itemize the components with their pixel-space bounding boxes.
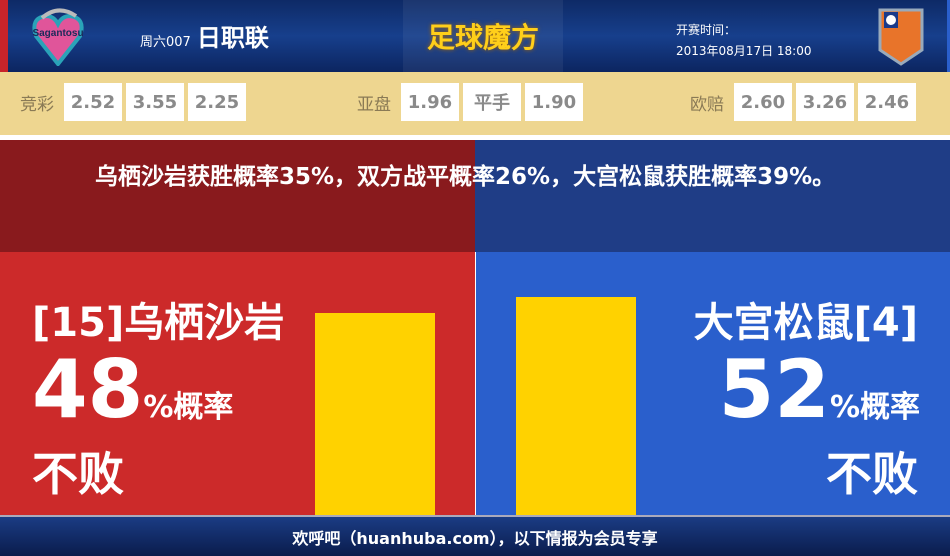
odds-value: 3.55 — [126, 83, 184, 121]
home-percent: 48 %概率 — [32, 345, 233, 435]
away-probability-bar — [516, 296, 636, 515]
odds-value: 3.26 — [796, 83, 854, 121]
match-number: 周六007 — [140, 35, 191, 50]
odds-value: 2.60 — [734, 83, 792, 121]
home-result: 不败 — [32, 447, 124, 501]
away-team-name: 大宫松鼠[4] — [693, 300, 918, 346]
odds-value: 1.90 — [525, 83, 583, 121]
home-percent-value: 48 — [32, 343, 144, 436]
odds-value: 平手 — [463, 83, 521, 121]
odds-euro: 欧赔 2.60 3.26 2.46 — [690, 83, 916, 121]
odds-label: 竞彩 — [20, 94, 54, 115]
footer-banner: 欢呼吧（huanhuba.com），以下情报为会员专享 — [0, 515, 950, 556]
kickoff-label: 开赛时间： — [676, 23, 737, 37]
home-probability-bar — [315, 313, 435, 515]
league-name: 日职联 — [196, 24, 269, 52]
kickoff-value: 2013年08月17日 18:00 — [676, 44, 812, 58]
odds-label: 欧赔 — [690, 94, 724, 115]
away-percent: 52 %概率 — [719, 345, 920, 435]
away-result: 不败 — [826, 447, 918, 501]
odds-jingcai: 竞彩 2.52 3.55 2.25 — [20, 83, 246, 121]
odds-value: 2.52 — [64, 83, 122, 121]
home-logo-text: Sagantosu — [32, 28, 83, 39]
odds-value: 1.96 — [401, 83, 459, 121]
odds-asian: 亚盘 1.96 平手 1.90 — [357, 83, 583, 121]
away-team-logo — [878, 8, 924, 66]
odds-value: 2.46 — [858, 83, 916, 121]
away-percent-value: 52 — [718, 343, 830, 436]
home-team-name: [15]乌栖沙岩 — [32, 300, 285, 346]
home-team-logo: Sagantosu — [32, 8, 84, 66]
odds-bar: 竞彩 2.52 3.55 2.25 亚盘 1.96 平手 1.90 欧赔 2.6… — [0, 72, 950, 135]
summary-text: 乌栖沙岩获胜概率35%，双方战平概率26%，大宫松鼠获胜概率39%。 — [95, 164, 836, 190]
brand-logo: 足球魔方 — [403, 0, 563, 72]
odds-label: 亚盘 — [357, 94, 391, 115]
odds-value: 2.25 — [188, 83, 246, 121]
kickoff-time: 开赛时间： 2013年08月17日 18:00 — [676, 20, 811, 62]
probability-summary: 乌栖沙岩获胜概率35%，双方战平概率26%，大宫松鼠获胜概率39%。 — [0, 140, 950, 252]
match-header: Sagantosu 周六007 日职联 足球魔方 开赛时间： 2013年08月1… — [0, 0, 950, 72]
away-percent-unit: %概率 — [829, 390, 920, 425]
home-percent-unit: %概率 — [143, 390, 234, 425]
